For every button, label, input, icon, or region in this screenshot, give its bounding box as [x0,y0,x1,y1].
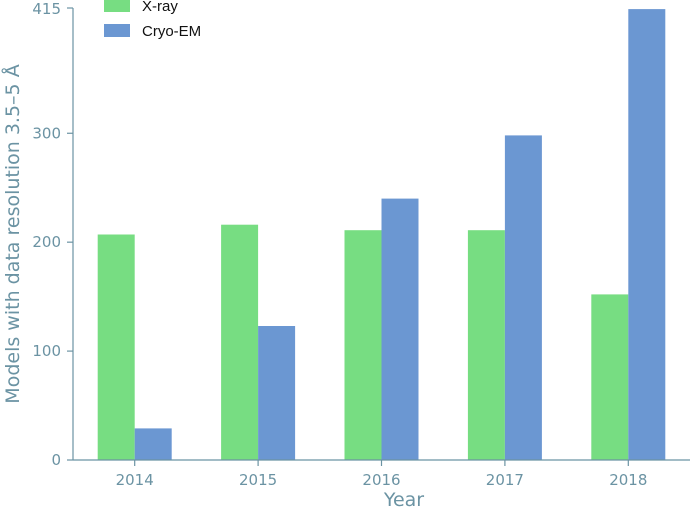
x-axis-ticks: 2014 2015 2016 2017 2018 [116,460,647,489]
x-tick-label: 2014 [116,471,154,489]
y-tick-label: 200 [32,233,61,251]
x-tick-label: 2016 [362,471,400,489]
bar-cryo-em-2016 [381,198,419,460]
bars-layer [97,9,666,460]
x-tick-label: 2015 [239,471,277,489]
x-tick-label: 2017 [486,471,524,489]
bar-x-ray-2014 [97,234,135,460]
x-tick-label: 2018 [609,471,647,489]
y-tick-label: 0 [51,451,61,469]
bar-cryo-em-2018 [628,9,666,460]
legend-label-xray: X-ray [142,0,178,15]
bar-cryo-em-2017 [504,135,542,460]
legend: X-ray Cryo-EM [104,0,201,40]
bar-cryo-em-2014 [134,428,172,460]
legend-swatch-xray [104,0,130,12]
y-tick-label: 300 [32,124,61,142]
bar-x-ray-2015 [221,224,259,460]
y-axis-ticks: 0 100 200 300 415 [32,0,73,469]
bar-x-ray-2016 [344,230,382,460]
y-tick-label: 415 [32,0,61,18]
bar-x-ray-2017 [467,230,505,460]
y-tick-label: 100 [32,342,61,360]
y-axis-title: Models with data resolution 3.5–5 Å [1,64,24,403]
legend-label-cryo-em: Cryo-EM [142,23,201,40]
bar-cryo-em-2015 [258,326,296,460]
x-axis-title: Year [383,489,424,510]
legend-swatch-cryo-em [104,24,130,37]
bar-x-ray-2018 [591,294,629,460]
